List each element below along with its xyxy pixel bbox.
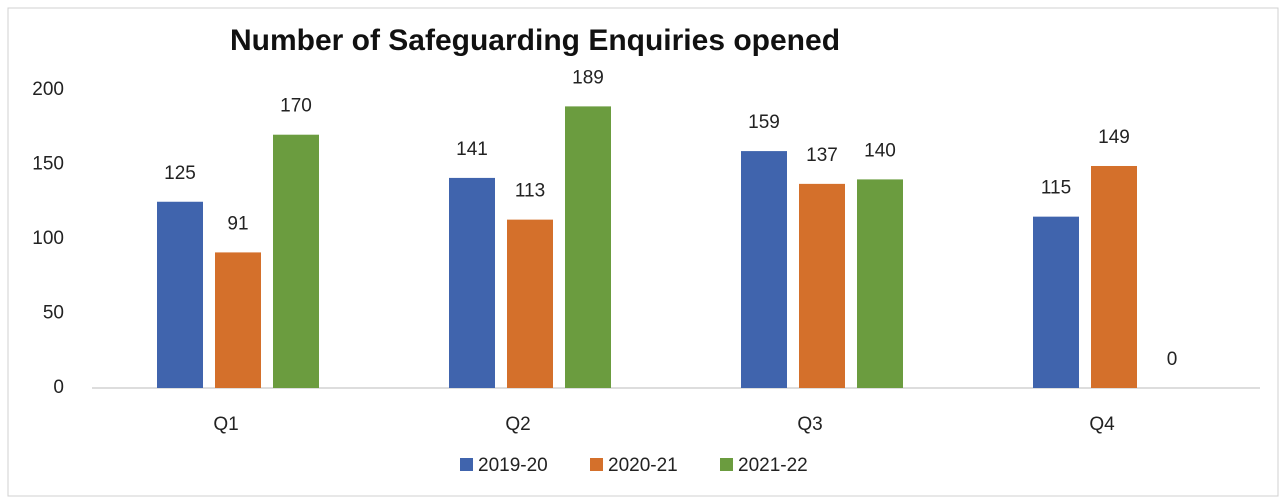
y-tick-label: 0 [53, 377, 64, 398]
x-tick-label: Q2 [505, 414, 530, 435]
legend-label: 2021-22 [738, 455, 808, 476]
x-tick-label: Q3 [797, 414, 822, 435]
bar [507, 219, 553, 388]
bar [449, 177, 495, 388]
bar [157, 201, 203, 388]
bar [1033, 216, 1079, 388]
data-label: 170 [280, 96, 312, 117]
data-label: 113 [515, 181, 545, 202]
x-tick-label: Q4 [1089, 414, 1115, 435]
chart-frame [7, 7, 1279, 497]
legend-swatch [460, 458, 473, 471]
x-tick-label: Q1 [213, 414, 238, 435]
data-label: 115 [1041, 178, 1071, 199]
legend-swatch [720, 458, 733, 471]
bar [741, 151, 787, 388]
data-label: 189 [572, 67, 604, 88]
data-label: 141 [456, 139, 488, 160]
y-tick-label: 200 [32, 79, 64, 100]
data-label: 125 [164, 163, 196, 184]
data-label: 149 [1098, 127, 1130, 148]
legend-label: 2019-20 [478, 455, 548, 476]
bar [273, 134, 319, 388]
data-label: 137 [806, 145, 838, 166]
y-tick-label: 50 [43, 303, 64, 324]
chart-title: Number of Safeguarding Enquiries opened [230, 24, 840, 57]
data-label: 140 [864, 140, 896, 161]
data-label: 91 [227, 213, 248, 234]
legend-label: 2020-21 [608, 455, 678, 476]
data-label: 0 [1167, 349, 1178, 370]
bar [215, 252, 261, 388]
data-label: 159 [748, 112, 780, 133]
y-tick-label: 150 [32, 154, 64, 175]
y-tick-label: 100 [32, 228, 64, 249]
bar [857, 179, 903, 388]
bar [799, 183, 845, 388]
bar [1091, 165, 1137, 388]
legend-swatch [590, 458, 603, 471]
bar [565, 106, 611, 388]
